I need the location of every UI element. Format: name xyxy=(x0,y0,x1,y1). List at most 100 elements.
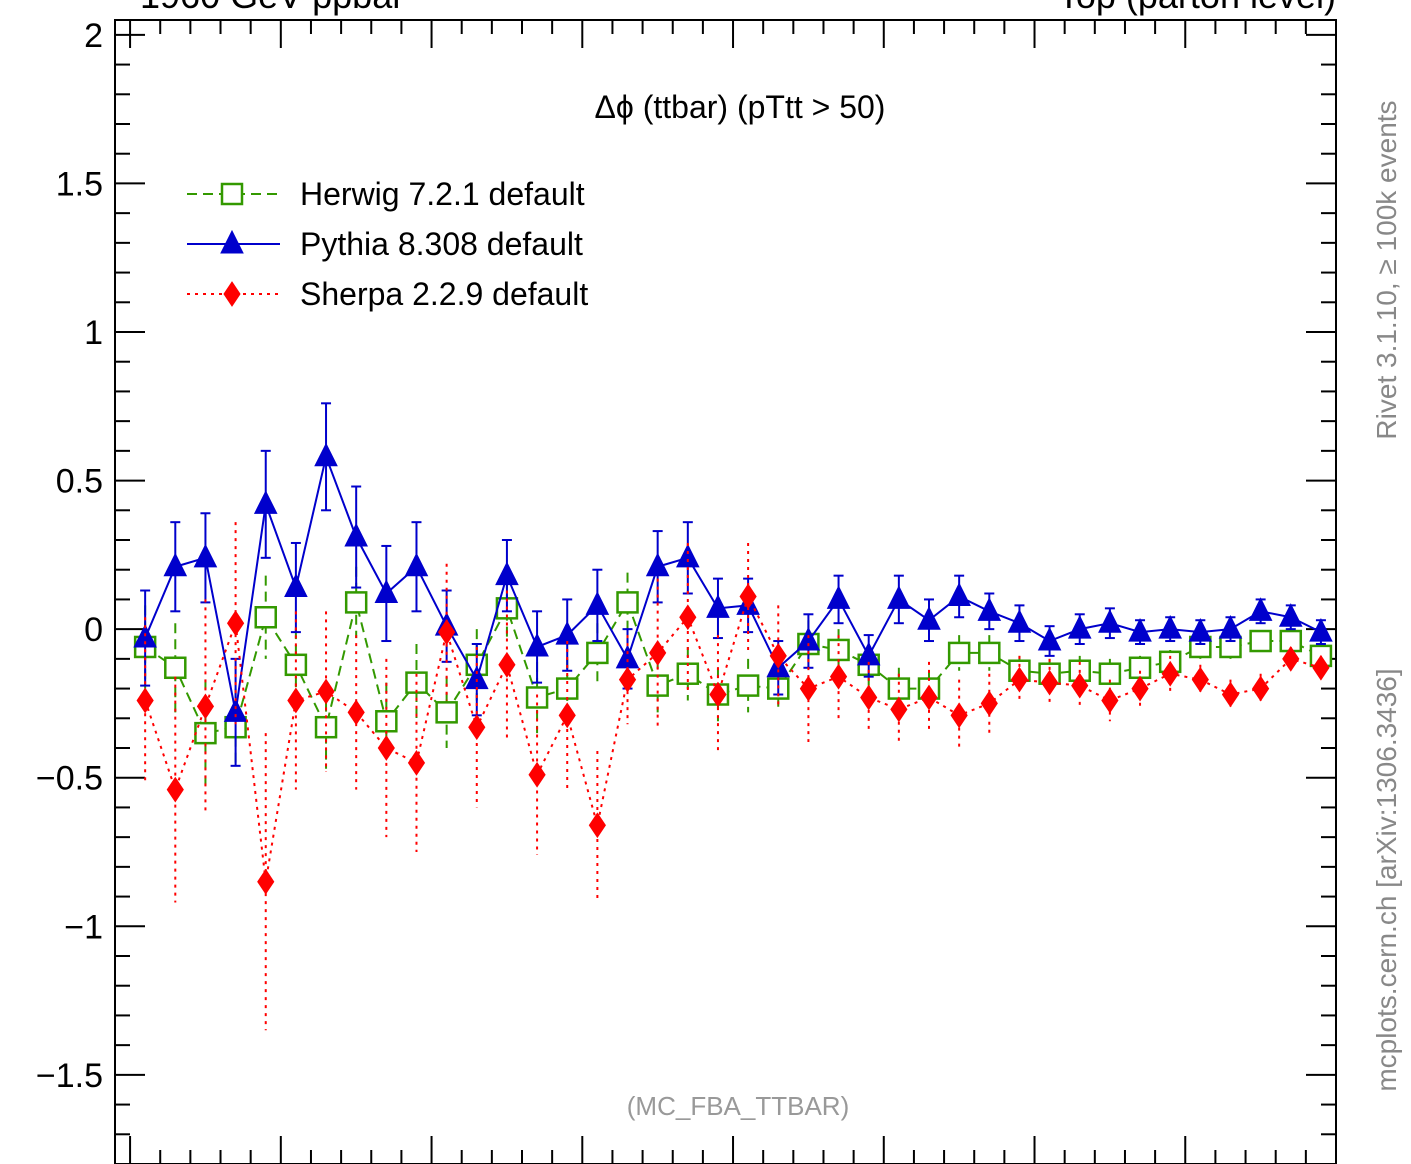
data-point xyxy=(1128,656,1152,680)
data-point xyxy=(890,696,908,723)
data-point xyxy=(438,619,456,646)
data-point xyxy=(314,442,338,467)
data-point xyxy=(676,543,700,568)
data-point xyxy=(1248,597,1273,621)
data-point xyxy=(1249,629,1272,653)
data-point xyxy=(344,522,368,547)
data-point xyxy=(254,606,277,629)
legend-marker xyxy=(220,182,244,206)
data-point xyxy=(1067,615,1092,639)
data-point xyxy=(407,749,426,776)
data-point xyxy=(226,610,245,637)
series-1 xyxy=(133,566,1333,787)
data-point xyxy=(1221,681,1240,708)
y-tick-label: −1 xyxy=(64,908,103,946)
data-point xyxy=(679,604,697,631)
data-point xyxy=(555,620,580,645)
data-point xyxy=(344,591,368,614)
data-point xyxy=(769,642,787,669)
data-point xyxy=(1007,609,1032,633)
data-point xyxy=(374,579,399,603)
data-point xyxy=(1071,672,1089,699)
analysis-tag: (MC_FBA_TTBAR) xyxy=(627,1091,849,1121)
series-3 xyxy=(136,522,1330,1031)
header-right: Top (parton level) xyxy=(1058,0,1336,16)
legend-marker xyxy=(220,229,244,254)
data-point xyxy=(860,684,878,711)
legend-marker xyxy=(223,281,241,307)
data-point xyxy=(136,687,154,714)
data-point xyxy=(1218,615,1243,639)
data-point xyxy=(193,543,218,568)
y-tick-label: −0.5 xyxy=(36,760,103,798)
legend-label: Sherpa 2.2.9 default xyxy=(300,276,588,312)
mcplots-label: mcplots.cern.ch [arXiv:1306.3436] xyxy=(1371,668,1402,1091)
data-point xyxy=(1252,675,1270,702)
data-point xyxy=(1158,615,1182,639)
data-point xyxy=(616,591,639,614)
data-point xyxy=(558,702,576,729)
data-point xyxy=(435,701,458,724)
data-point xyxy=(1131,675,1149,702)
legend-label: Pythia 8.308 default xyxy=(300,226,583,262)
series-line xyxy=(144,600,1322,735)
data-point xyxy=(284,653,308,677)
data-point xyxy=(980,690,998,717)
data-point xyxy=(223,698,248,722)
plot-frame xyxy=(114,19,1337,1164)
data-point xyxy=(1037,626,1062,651)
data-point xyxy=(287,687,305,714)
data-point xyxy=(977,597,1002,621)
chart-title: Δϕ (ttbar) (pTtt > 50) xyxy=(595,89,886,125)
data-point xyxy=(528,761,546,788)
data-point xyxy=(1098,662,1122,685)
data-point xyxy=(739,583,757,610)
rivet-label: Rivet 3.1.10, ≥ 100k events xyxy=(1371,100,1402,439)
data-point xyxy=(887,585,911,609)
data-point xyxy=(164,656,187,680)
data-point xyxy=(645,552,670,577)
data-point xyxy=(347,699,365,726)
data-point xyxy=(796,626,821,651)
header-left: 1960 GeV ppbar xyxy=(140,0,404,16)
series-layer xyxy=(133,402,1333,1031)
data-point xyxy=(649,640,667,666)
data-point xyxy=(284,573,308,598)
data-point xyxy=(947,641,971,665)
data-point xyxy=(736,674,760,697)
data-point xyxy=(317,678,335,705)
data-point xyxy=(377,735,395,761)
data-point xyxy=(525,632,549,657)
data-point xyxy=(978,641,1001,665)
data-point xyxy=(827,638,850,662)
series-2 xyxy=(133,402,1333,767)
data-point xyxy=(1282,645,1300,672)
data-point xyxy=(257,868,275,895)
data-point xyxy=(618,666,637,693)
data-point xyxy=(585,591,610,615)
data-point xyxy=(375,710,398,733)
y-tick-label: −1.5 xyxy=(36,1057,103,1095)
data-point xyxy=(1161,660,1179,687)
data-point xyxy=(163,552,188,577)
series-line xyxy=(144,453,1322,713)
data-point xyxy=(706,594,730,618)
data-point xyxy=(586,641,609,665)
data-point xyxy=(498,651,516,678)
data-point xyxy=(1098,609,1122,633)
data-point xyxy=(196,693,215,720)
data-point xyxy=(166,776,184,803)
legend: Herwig 7.2.1 default Pythia 8.308 default… xyxy=(187,176,588,312)
y-tick-label: 0.5 xyxy=(56,463,103,501)
y-axis: 2 1.5 1 0.5 0 −0.5 −1 −1.5 xyxy=(36,17,1336,1164)
data-point xyxy=(920,684,938,711)
data-point xyxy=(709,681,727,708)
data-point xyxy=(615,644,640,669)
data-point xyxy=(826,585,851,609)
data-point xyxy=(1101,687,1119,714)
y-tick-label: 0 xyxy=(84,611,103,649)
data-point xyxy=(588,812,606,839)
data-point xyxy=(829,663,848,690)
data-point xyxy=(950,702,968,729)
data-point xyxy=(1191,666,1209,693)
